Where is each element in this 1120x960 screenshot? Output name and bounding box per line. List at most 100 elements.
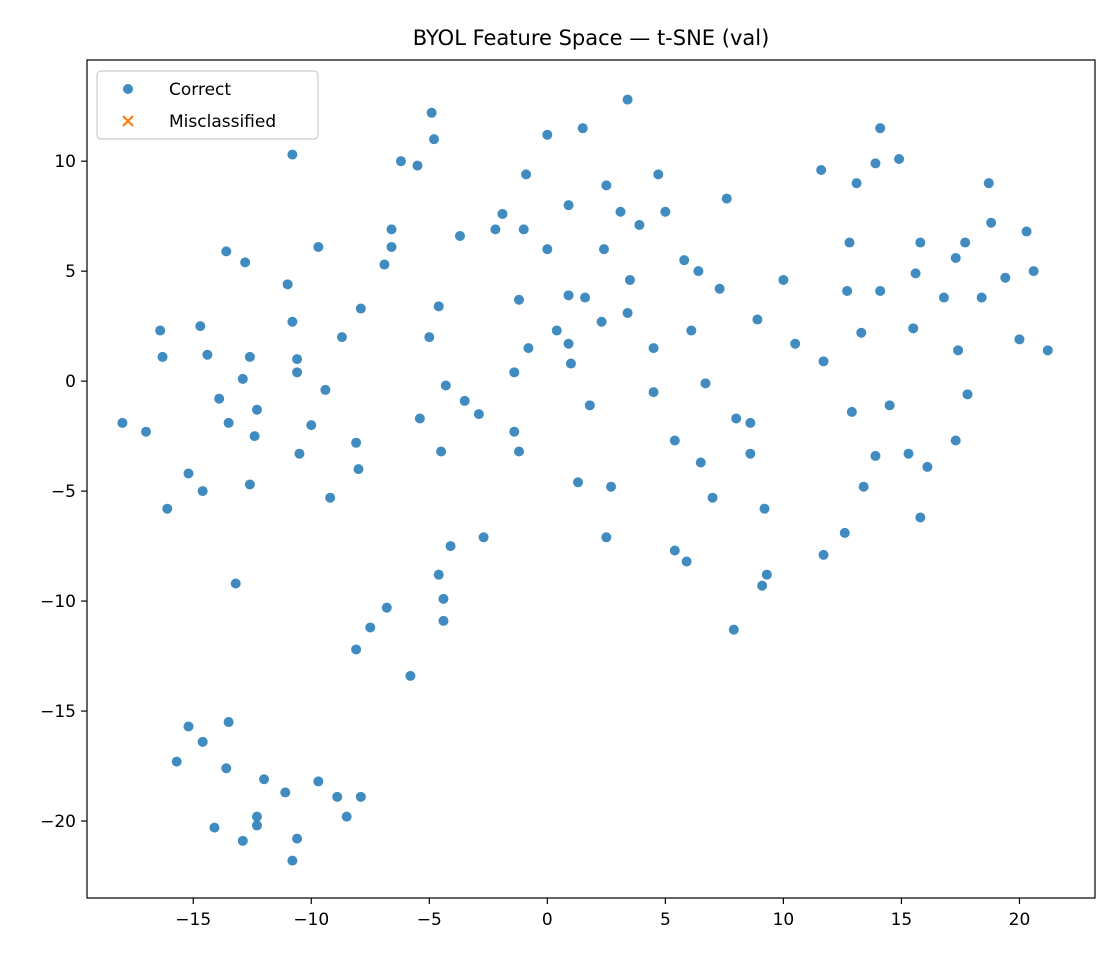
correct-point [601, 180, 612, 191]
correct-point [306, 420, 317, 431]
correct-point [332, 791, 343, 802]
legend-marker-correct [123, 84, 133, 94]
correct-point [223, 717, 234, 728]
correct-point [648, 343, 659, 354]
correct-point [197, 486, 208, 497]
correct-point [341, 811, 352, 822]
correct-point [209, 822, 220, 833]
correct-point [563, 338, 574, 349]
y-tick-label: −10 [40, 592, 76, 612]
correct-point [473, 409, 484, 420]
correct-point [615, 206, 626, 217]
correct-point [197, 736, 208, 747]
correct-point [565, 358, 576, 369]
correct-point [953, 345, 964, 356]
correct-point [287, 855, 298, 866]
correct-point [686, 325, 697, 336]
correct-point [514, 294, 524, 305]
correct-point [542, 129, 553, 140]
correct-point [336, 332, 347, 343]
correct-point [884, 400, 895, 411]
correct-point [433, 301, 444, 312]
correct-point [875, 285, 886, 296]
correct-point [790, 338, 801, 349]
correct-point [660, 206, 671, 217]
correct-point [280, 787, 291, 798]
correct-point [938, 292, 949, 303]
plot-frame [86, 59, 1096, 899]
correct-point [818, 549, 829, 560]
correct-point [251, 820, 262, 831]
y-tick-label: −5 [51, 482, 76, 502]
correct-point [424, 332, 435, 343]
correct-point [622, 94, 633, 105]
correct-point [962, 389, 973, 400]
correct-point [221, 246, 232, 257]
legend: Correct Misclassified [96, 70, 319, 140]
correct-point [237, 835, 248, 846]
correct-point [195, 321, 206, 332]
correct-point [183, 468, 194, 479]
correct-point [117, 417, 128, 428]
legend-box [96, 70, 319, 140]
x-tick-label: 10 [773, 910, 795, 930]
correct-point [761, 569, 772, 580]
correct-point [438, 615, 449, 626]
correct-point [745, 448, 756, 459]
correct-point [1021, 226, 1032, 237]
y-tick-label: 5 [65, 262, 76, 282]
correct-point [669, 545, 680, 556]
legend-marker-misclassified [122, 115, 134, 127]
correct-point [162, 503, 173, 514]
correct-point [365, 622, 376, 633]
correct-point [573, 477, 584, 488]
correct-point [1028, 266, 1039, 277]
correct-point [221, 763, 232, 774]
correct-point [624, 274, 635, 285]
correct-point [910, 268, 921, 279]
correct-point [1014, 334, 1025, 345]
correct-point [606, 481, 617, 492]
x-tick-label: −10 [293, 910, 329, 930]
correct-point [386, 241, 397, 252]
correct-point [351, 644, 362, 655]
correct-point [983, 178, 994, 189]
correct-point [433, 569, 444, 580]
y-tick-label: −20 [40, 812, 76, 832]
correct-point [908, 323, 919, 334]
correct-point [622, 307, 633, 318]
chart-title: BYOL Feature Space — t-SNE (val) [413, 26, 770, 50]
correct-point [438, 593, 449, 604]
correct-point [244, 351, 255, 362]
correct-point [818, 356, 829, 367]
correct-point [454, 230, 465, 241]
correct-point [721, 193, 732, 204]
correct-point [490, 224, 501, 235]
correct-point [202, 349, 213, 360]
correct-point [325, 492, 336, 503]
correct-point [429, 134, 440, 145]
correct-point [251, 404, 262, 415]
correct-point [287, 149, 298, 160]
correct-point [405, 670, 416, 681]
correct-point [521, 169, 532, 180]
correct-point [214, 393, 225, 404]
correct-point [351, 437, 362, 448]
correct-point [353, 464, 364, 475]
correct-point [355, 303, 366, 314]
correct-point [240, 257, 251, 268]
correct-point [745, 417, 756, 428]
correct-point [313, 776, 324, 787]
correct-point [1000, 272, 1011, 283]
correct-point [386, 224, 397, 235]
correct-point [426, 107, 437, 118]
correct-point [292, 833, 303, 844]
y-tick-label: 10 [54, 152, 76, 172]
x-tick-label: 20 [1009, 910, 1031, 930]
legend-label-misclassified: Misclassified [169, 112, 276, 132]
correct-point [856, 327, 867, 338]
correct-point [459, 395, 470, 406]
correct-point [514, 446, 524, 457]
correct-point [155, 325, 166, 336]
